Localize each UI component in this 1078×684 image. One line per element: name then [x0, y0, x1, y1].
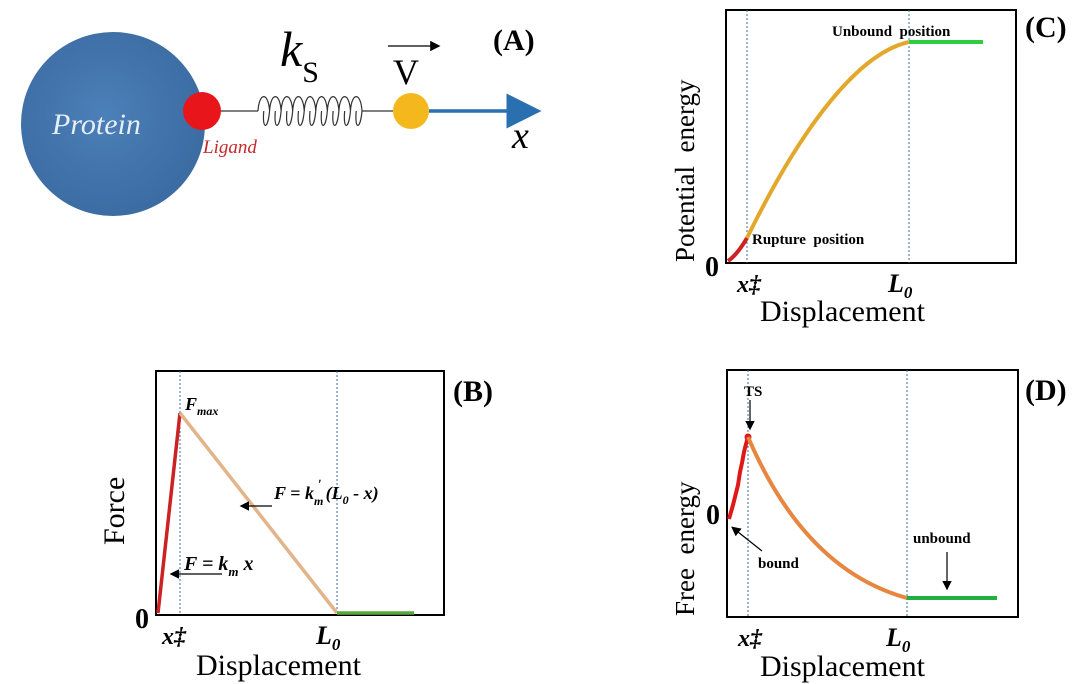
panel-d-tick-x-ts: x‡: [737, 626, 763, 652]
bound-label: bound: [758, 556, 800, 572]
eq-spring-force: F = km x: [183, 553, 254, 579]
potential-rise-red: [726, 236, 749, 263]
force-decay-line: [178, 411, 339, 615]
panel-c-origin: 0: [705, 252, 719, 283]
protein-label: Protein: [51, 108, 141, 141]
panel-c-tick-x-ts: x‡: [736, 272, 762, 298]
panel-b-tag: (B): [453, 375, 493, 408]
ligand-circle: [183, 92, 221, 130]
unbound-label: unbound: [913, 531, 971, 547]
bound-pointer: [731, 526, 763, 552]
fmax-label: Fmax: [184, 394, 218, 418]
unbound-position-label: Unbound position: [832, 24, 951, 40]
panel-a: Protein Ligand kS V x (A): [21, 21, 542, 216]
rupture-position-label: Rupture position: [752, 232, 865, 248]
protein-circle: [21, 32, 205, 216]
panel-d-origin: 0: [706, 500, 720, 531]
free-energy-descent: [746, 436, 908, 600]
panel-c-xlabel: Displacement: [760, 295, 926, 328]
ligand-label: Ligand: [202, 137, 257, 158]
panel-c-tag: (C): [1025, 11, 1067, 44]
panel-b-origin: 0: [135, 604, 149, 635]
panel-c-ylabel: Potential energy: [670, 79, 700, 262]
panel-c-frame: [725, 9, 1017, 264]
force-rise-line: [156, 412, 182, 614]
velocity-label: V: [393, 52, 419, 92]
panel-d: TS bound unbound 0 x‡ L0 Displacement Fr…: [670, 369, 1067, 683]
panel-b-xlabel: Displacement: [196, 649, 362, 682]
free-energy-rise: [727, 436, 750, 520]
panel-c-tick-l0: L0: [887, 269, 913, 302]
panel-d-xlabel: Displacement: [760, 650, 926, 683]
panel-d-ylabel: Free energy: [670, 481, 700, 616]
ts-label: TS: [744, 384, 762, 400]
spring-constant-label: kS: [280, 21, 319, 89]
panel-c: Unbound position Rupture position 0 x‡ L…: [670, 9, 1067, 328]
eq-decay-force: F = kmʹ (L0 - x): [273, 478, 379, 508]
panel-d-tick-l0: L0: [885, 623, 911, 656]
x-axis-label: x: [511, 115, 529, 157]
panel-b-ylabel: Force: [98, 477, 131, 545]
panel-b-frame: [155, 370, 445, 616]
panel-b-tick-l0: L0: [315, 621, 341, 654]
spring: [257, 96, 363, 126]
panel-d-frame: [726, 369, 1019, 618]
potential-curve: [745, 40, 910, 239]
panel-b: Fmax F = km x F = kmʹ (L0 - x) 0 x‡ L0 D…: [98, 370, 493, 682]
panel-b-tick-x-ts: x‡: [161, 624, 187, 650]
panel-d-tag: (D): [1025, 374, 1067, 407]
panel-a-tag: (A): [493, 24, 535, 57]
pulling-bead: [393, 93, 429, 129]
